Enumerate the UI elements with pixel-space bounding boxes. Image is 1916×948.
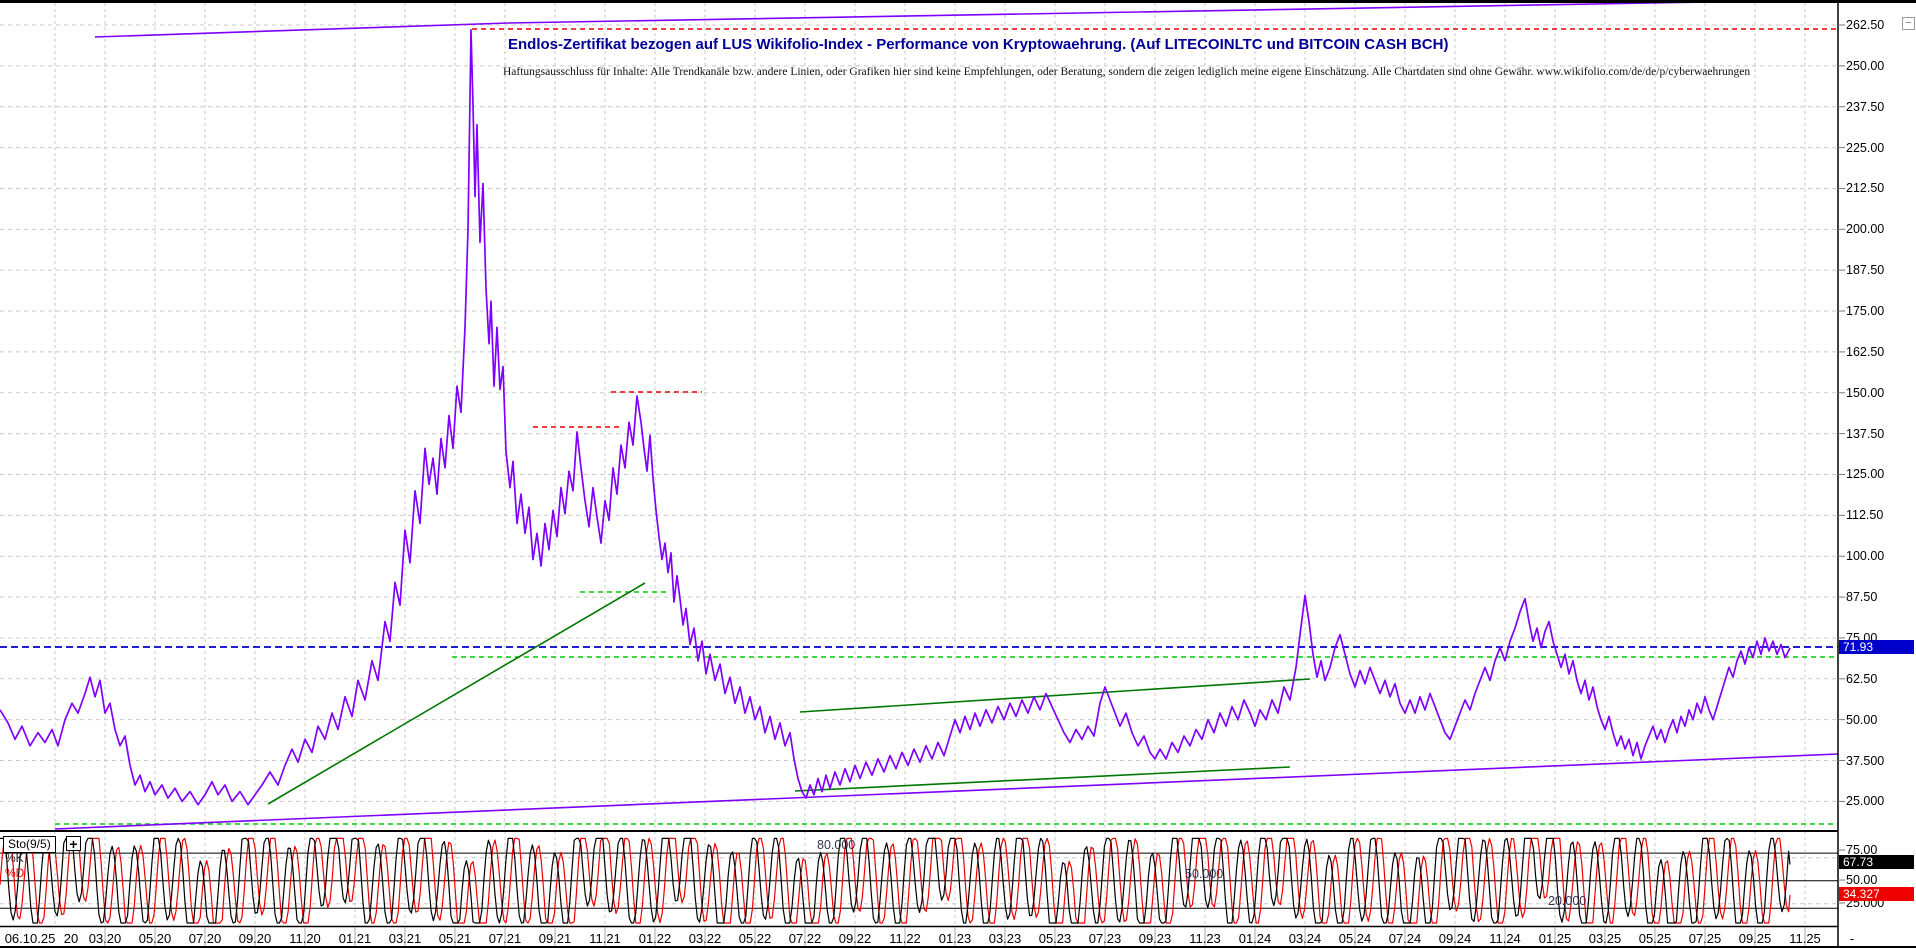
x-axis-label: 07.25 bbox=[1688, 931, 1722, 946]
y-axis-label: 162.50 bbox=[1846, 344, 1885, 359]
y-axis-label: 125.00 bbox=[1846, 467, 1885, 482]
y-axis-label: 187.50 bbox=[1846, 263, 1885, 278]
x-axis-label: 03.20 bbox=[88, 931, 122, 946]
green-trendline-steep bbox=[267, 582, 646, 805]
x-axis-label: 11.22 bbox=[889, 931, 921, 946]
y-axis-label: 62.50 bbox=[1846, 671, 1878, 686]
x-axis-label: 11.23 bbox=[1189, 931, 1221, 946]
y-axis-label: 212.50 bbox=[1846, 181, 1885, 196]
x-axis-label: 07.23 bbox=[1088, 931, 1122, 946]
violet-trendline-top-b bbox=[507, 0, 1767, 24]
y-axis-label: 200.00 bbox=[1846, 222, 1885, 237]
x-axis-label: 09.21 bbox=[538, 931, 572, 946]
stochastic-k-line bbox=[0, 837, 1791, 924]
indicator-level-label: 50.000 bbox=[1185, 867, 1224, 881]
x-axis-label: 05.25 bbox=[1638, 931, 1672, 946]
x-axis-label: 07.20 bbox=[188, 931, 222, 946]
y-axis-label: 100.00 bbox=[1846, 549, 1885, 564]
indicator-settings-button[interactable]: Sto(9/5) bbox=[3, 836, 56, 853]
y-axis-label: 87.50 bbox=[1846, 590, 1878, 605]
y-axis-label: 150.00 bbox=[1846, 385, 1885, 400]
stochastic-d-label: %D bbox=[5, 866, 25, 880]
price-line bbox=[0, 29, 1791, 806]
x-axis-label: 03.25 bbox=[1588, 931, 1622, 946]
x-axis-label: 05.22 bbox=[738, 931, 772, 946]
x-axis-label: 06.10.25 bbox=[4, 931, 56, 946]
x-axis-label: 11.24 bbox=[1489, 931, 1521, 946]
x-axis-label: 07.22 bbox=[788, 931, 822, 946]
x-axis-label: 09.24 bbox=[1438, 931, 1472, 946]
y-axis-label: 37.500 bbox=[1846, 753, 1885, 768]
x-axis-label: 05.24 bbox=[1338, 931, 1372, 946]
x-axis-label: 03.24 bbox=[1288, 931, 1322, 946]
x-axis-label: 03.23 bbox=[988, 931, 1022, 946]
collapse-panel-icon[interactable]: − bbox=[1902, 17, 1915, 30]
indicator-axis-label: 50.00 bbox=[1846, 873, 1878, 887]
x-axis-label: 09.20 bbox=[238, 931, 272, 946]
chart-title: Endlos-Zertifikat bezogen auf LUS Wikifo… bbox=[508, 36, 1449, 53]
stochastic-d-badge: 34.327 bbox=[1839, 887, 1914, 901]
x-axis-label: 07.24 bbox=[1388, 931, 1422, 946]
x-axis-label: 01.22 bbox=[638, 931, 672, 946]
x-axis-label: 03.22 bbox=[688, 931, 722, 946]
add-indicator-icon[interactable]: + bbox=[66, 836, 81, 851]
x-axis-label: 09.25 bbox=[1738, 931, 1772, 946]
x-axis-label: 05.23 bbox=[1038, 931, 1072, 946]
x-axis-label: - bbox=[1849, 931, 1855, 946]
x-axis-label: 01.25 bbox=[1538, 931, 1572, 946]
y-axis-label: 50.00 bbox=[1846, 712, 1878, 727]
stochastic-d-line bbox=[0, 837, 1791, 924]
x-axis-label: 03.21 bbox=[388, 931, 422, 946]
indicator-level-label: 20.000 bbox=[1548, 894, 1587, 908]
x-axis-label: 11.20 bbox=[289, 931, 321, 946]
stochastic-k-badge: 67.73 bbox=[1839, 855, 1914, 869]
x-axis-label: 01.23 bbox=[938, 931, 972, 946]
y-axis-label: 112.50 bbox=[1846, 508, 1884, 523]
x-axis-label: 05.21 bbox=[438, 931, 472, 946]
y-axis-label: 250.00 bbox=[1846, 58, 1885, 73]
green-channel-lower bbox=[794, 766, 1291, 792]
x-axis-label: 11.25 bbox=[1789, 931, 1821, 946]
indicator-level-label: 80.000 bbox=[817, 838, 856, 852]
y-axis-label: 137.50 bbox=[1846, 426, 1885, 441]
y-axis-label: 237.50 bbox=[1846, 99, 1885, 114]
y-axis-label: 225.00 bbox=[1846, 140, 1885, 155]
x-axis-label: 01.24 bbox=[1238, 931, 1272, 946]
x-axis-label: 07.21 bbox=[488, 931, 522, 946]
chart-disclaimer: Haftungsausschluss für Inhalte: Alle Tre… bbox=[503, 66, 1751, 78]
x-axis-label: 09.23 bbox=[1138, 931, 1172, 946]
green-channel-upper bbox=[799, 678, 1311, 713]
y-axis-label: 175.00 bbox=[1846, 304, 1885, 319]
x-axis-label: 20 bbox=[63, 931, 79, 946]
indicator-axis-label: 75.00 bbox=[1846, 843, 1878, 857]
y-axis-label: 262.50 bbox=[1846, 18, 1885, 32]
x-axis-label: 05.20 bbox=[138, 931, 172, 946]
x-axis-label: 11.21 bbox=[589, 931, 621, 946]
current-price-badge: 71.93 bbox=[1839, 640, 1914, 654]
violet-trendline-bottom bbox=[54, 753, 1839, 830]
y-axis-label: 25.000 bbox=[1846, 794, 1885, 809]
x-axis-label: 01.21 bbox=[338, 931, 372, 946]
stochastic-k-label: %K bbox=[5, 851, 24, 865]
x-axis-label: 09.22 bbox=[838, 931, 872, 946]
violet-trendline-top-a bbox=[94, 22, 509, 38]
